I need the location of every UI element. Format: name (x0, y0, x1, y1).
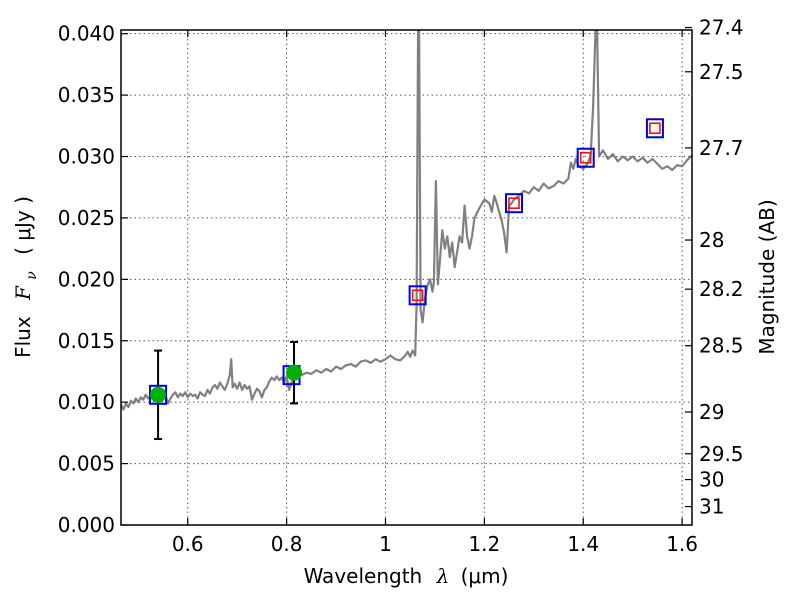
y-tick-label: 0.000 (58, 513, 115, 537)
measured-point (150, 386, 167, 403)
right-tick-label: 28.2 (699, 277, 744, 301)
y-axis-left-title-symbol: F (11, 285, 35, 301)
measured-point (286, 364, 303, 381)
y-tick-label: 0.035 (58, 83, 115, 107)
model-box (508, 197, 520, 209)
right-tick-label: 31 (699, 495, 724, 519)
x-tick-label: 1.2 (468, 532, 500, 556)
right-tick-label: 29 (699, 400, 724, 424)
y-tick-label: 0.030 (58, 145, 115, 169)
series-layer (121, 30, 692, 441)
y-axis-right-title: Magnitude (AB) (755, 199, 779, 354)
y-tick-label: 0.015 (58, 329, 115, 353)
right-tick-label: 29.5 (699, 442, 744, 466)
y-tick-label: 0.025 (58, 206, 115, 230)
x-tick-label: 1.4 (567, 532, 599, 556)
right-tick-label: 28 (699, 228, 724, 252)
right-tick-label: 27.4 (699, 16, 744, 40)
x-tick-label: 1.6 (666, 532, 698, 556)
y-tick-label: 0.010 (58, 390, 115, 414)
model-box (579, 151, 592, 164)
y-axis-left-title-subscript: ν (24, 271, 40, 280)
x-axis-title-unit: (μm) (461, 564, 509, 588)
right-tick-label: 27.7 (699, 136, 744, 160)
right-tick-label: 30 (699, 468, 724, 492)
y-tick-label: 0.005 (58, 452, 115, 476)
grid-lines (121, 30, 692, 526)
y-axis-right: 27.4 27.5 27.7 28 28.2 28.5 29 29.530 31 (685, 16, 744, 519)
x-tick-label: 1 (379, 532, 392, 556)
y-axis-left: 0.000 0.005 0.010 0.015 0.020 0.025 0.030 0.035… (58, 22, 128, 537)
model-box (411, 289, 424, 302)
right-tick-label: 28.5 (699, 334, 744, 358)
y-axis-left-title-text: Flux (11, 316, 35, 358)
x-tick-label: 0.8 (271, 532, 303, 556)
y-tick-label: 0.020 (58, 267, 115, 291)
y-axis-left-title: Flux F ν ( μJy ) (11, 196, 41, 358)
x-axis-title: Wavelength λ (μm) (304, 564, 509, 588)
photometry-box (505, 193, 524, 214)
plot-frame (120, 29, 693, 526)
spectrum-line (121, 30, 692, 411)
y-tick-label: 0.040 (58, 22, 115, 46)
photometry-box (645, 118, 664, 139)
x-axis: 0.6 0.8 1 1.2 1.4 1.6 (172, 30, 698, 556)
x-axis-title-symbol: λ (436, 564, 450, 588)
model-box (649, 122, 661, 135)
x-tick-label: 0.6 (172, 532, 204, 556)
photometry-box (576, 147, 595, 168)
x-axis-title-text: Wavelength (304, 564, 423, 588)
right-tick-label: 27.5 (699, 60, 744, 84)
photometry-box (408, 285, 427, 306)
y-axis-left-title-unit: ( μJy ) (11, 196, 35, 255)
